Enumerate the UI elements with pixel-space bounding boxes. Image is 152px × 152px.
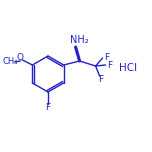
Text: O: O [17,54,24,62]
Text: F: F [98,76,103,85]
Text: NH₂: NH₂ [70,35,89,45]
Text: F: F [104,52,109,62]
Text: HCl: HCl [119,63,137,73]
Text: F: F [107,60,112,69]
Text: F: F [45,104,51,112]
Text: CH₃: CH₃ [3,57,18,67]
